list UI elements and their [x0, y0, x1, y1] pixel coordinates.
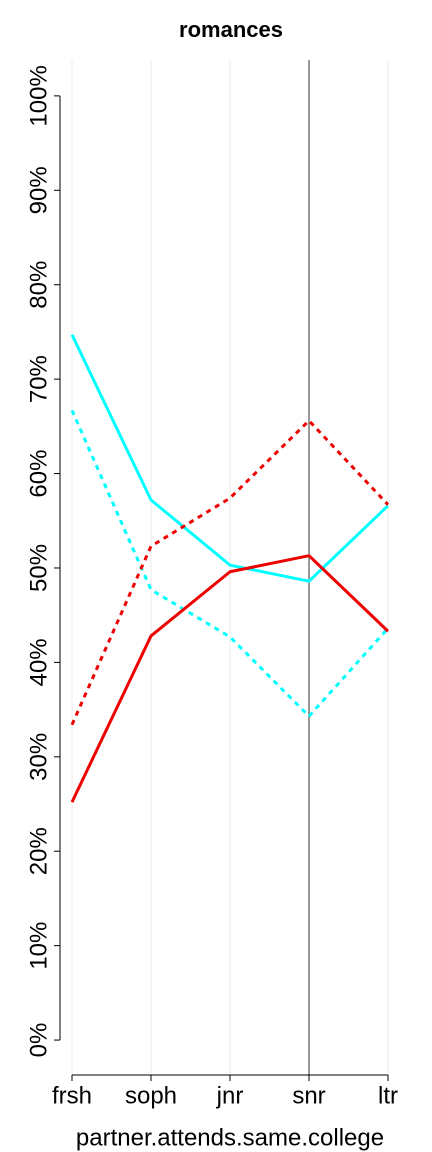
x-tick-label: soph	[125, 1082, 177, 1109]
y-tick-label: 20%	[25, 827, 52, 875]
y-tick-label: 50%	[25, 544, 52, 592]
y-tick-label: 0%	[25, 1023, 52, 1058]
x-tick-label: frsh	[52, 1082, 92, 1109]
chart-title: romances	[179, 17, 283, 42]
y-tick-label: 100%	[25, 65, 52, 126]
y-tick-label: 40%	[25, 638, 52, 686]
y-tick-label: 60%	[25, 450, 52, 498]
x-tick-label: jnr	[216, 1082, 244, 1109]
y-tick-label: 90%	[25, 166, 52, 214]
series-line	[70, 334, 390, 583]
y-tick-label: 70%	[25, 355, 52, 403]
y-tick-label: 30%	[25, 733, 52, 781]
series-line	[70, 409, 390, 718]
y-tick-label: 80%	[25, 261, 52, 309]
x-axis-label: partner.attends.same.college	[76, 1124, 384, 1151]
y-tick-label: 10%	[25, 922, 52, 970]
x-tick-label: ltr	[378, 1082, 398, 1109]
series-line	[70, 554, 390, 803]
x-tick-label: snr	[292, 1082, 325, 1109]
series-line	[70, 419, 390, 726]
